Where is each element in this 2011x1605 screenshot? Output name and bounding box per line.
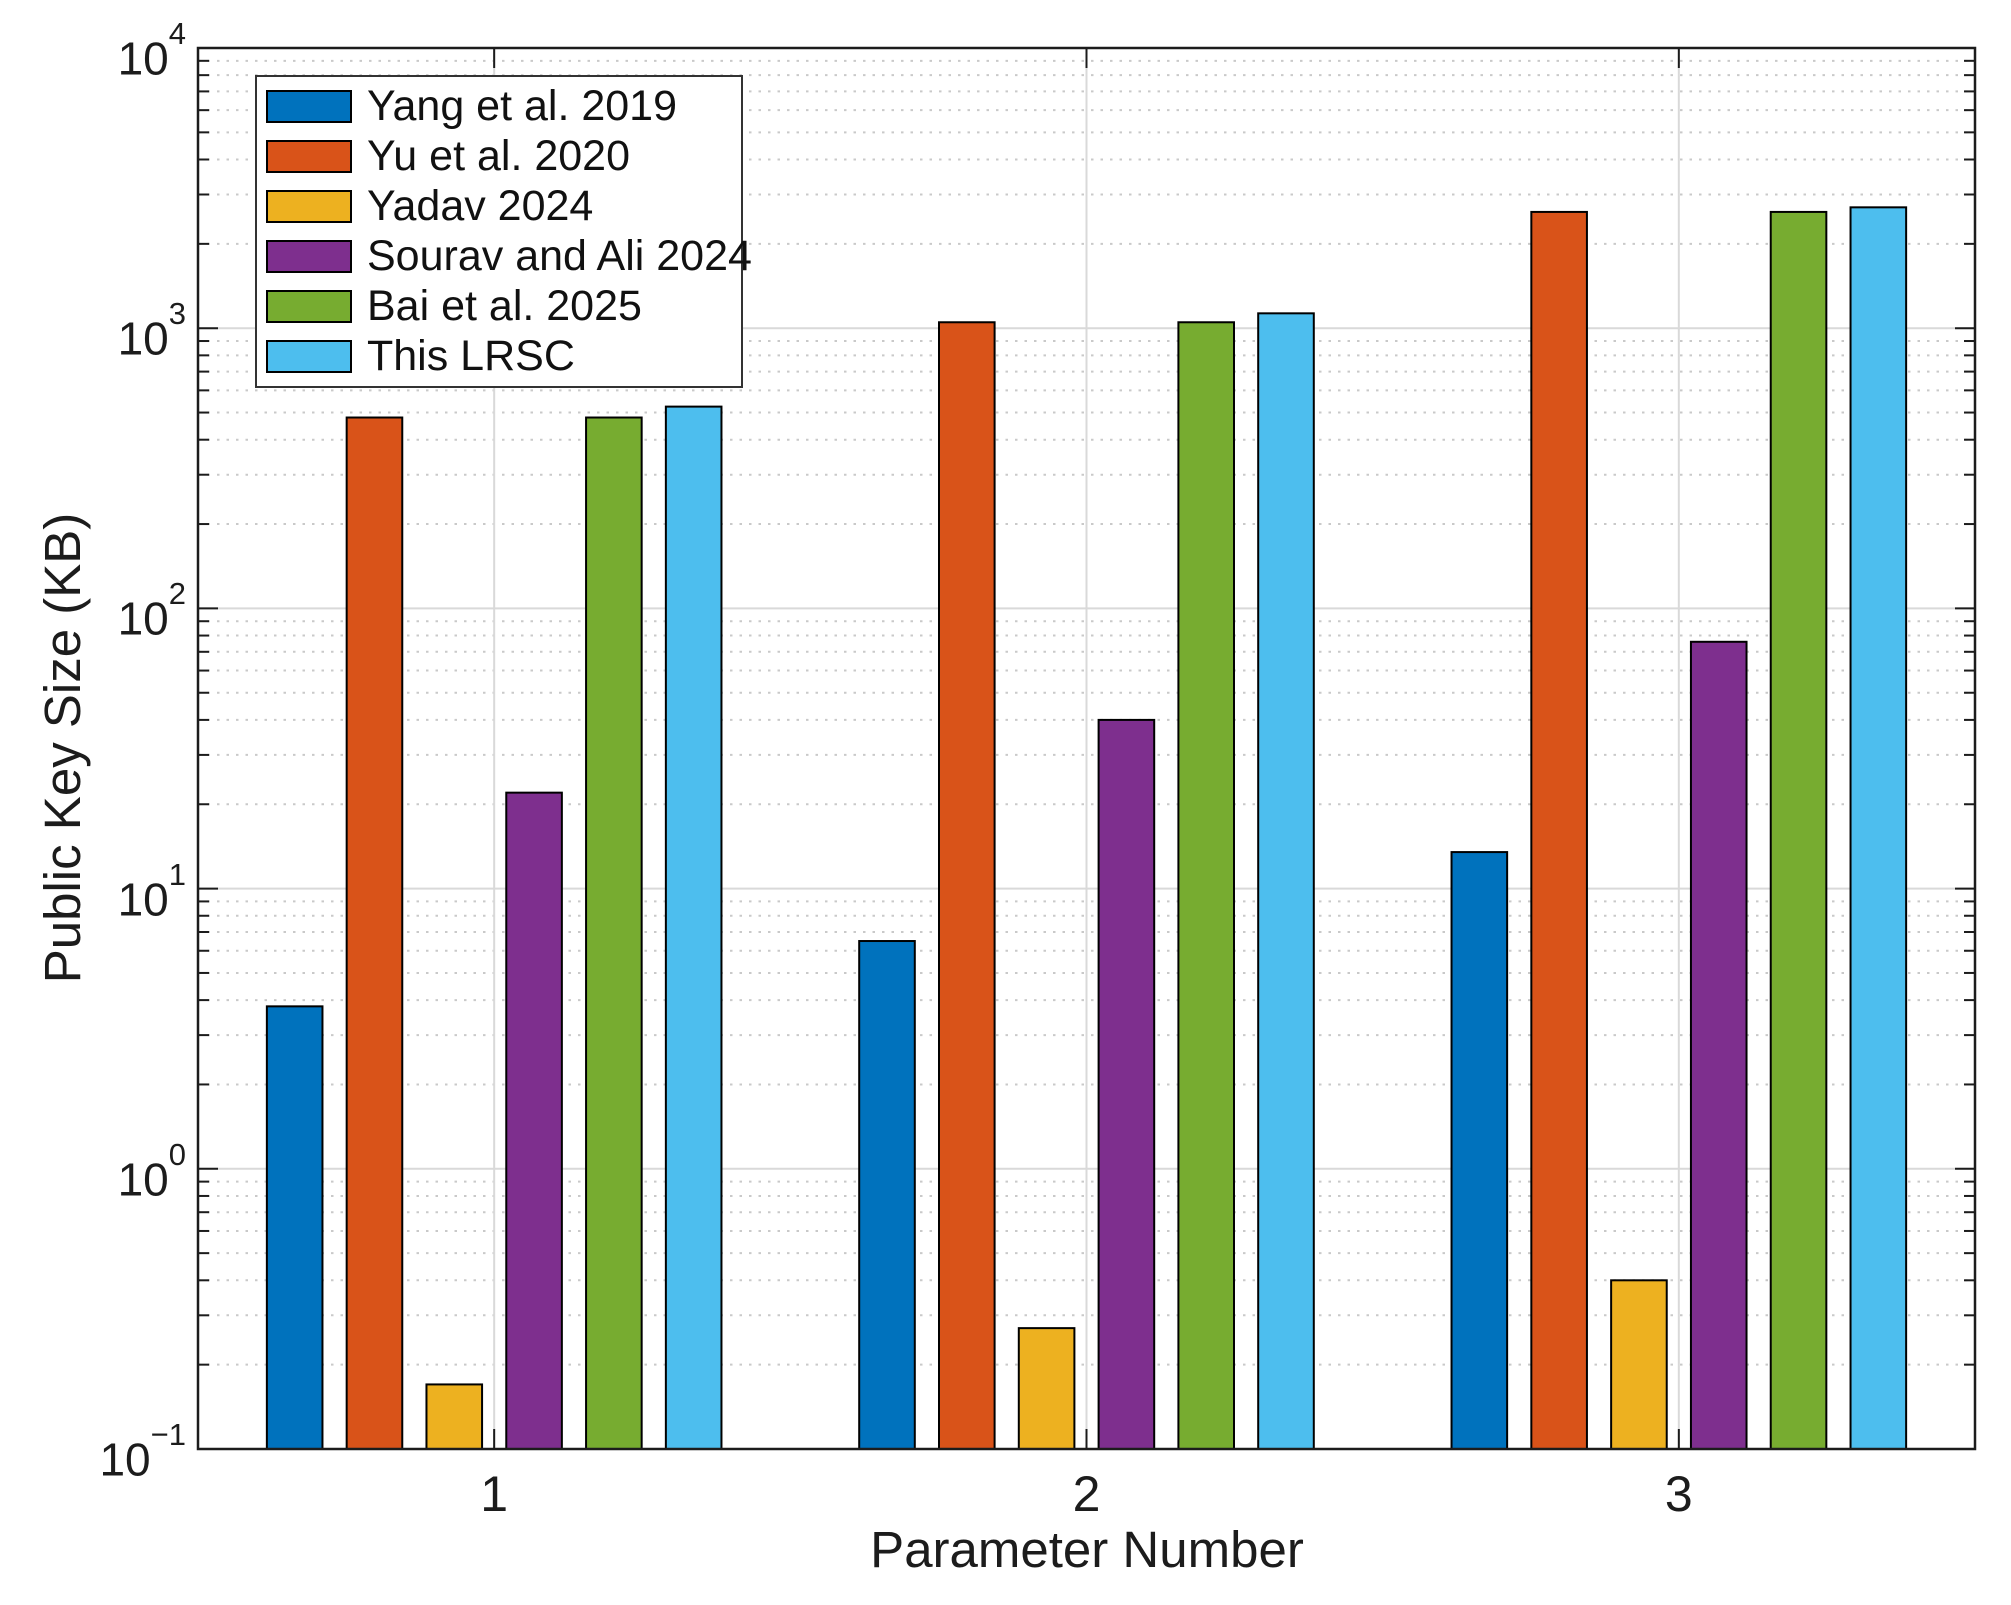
legend-label: Yang et al. 2019 (367, 82, 678, 130)
legend-label: Bai et al. 2025 (367, 282, 642, 330)
legend-label: Sourav and Ali 2024 (367, 232, 752, 280)
bar-yu-et-al-2020-param-3 (1530, 210, 1588, 1451)
bar-yu-et-al-2020-param-2 (938, 321, 996, 1450)
legend-entry: Yadav 2024 (257, 182, 741, 231)
legend-swatch-icon (266, 190, 352, 223)
bar-sourav-and-ali-2024-param-2 (1097, 718, 1156, 1450)
bar-this-lrsc-param-1 (664, 405, 723, 1451)
legend-entry: Yu et al. 2020 (257, 132, 741, 181)
legend: Yang et al. 2019 Yu et al. 2020 Yadav 2024… (255, 75, 752, 388)
legend-swatch-icon (266, 240, 352, 273)
legend-entry: Yang et al. 2019 (257, 82, 741, 131)
y-axis-label: Public Key Size (KB) (34, 512, 91, 984)
bar-yadav-2024-param-3 (1610, 1279, 1668, 1450)
bar-yang-et-al-2019-param-3 (1450, 851, 1509, 1450)
legend-entry: This LRSC (257, 332, 741, 381)
bar-sourav-and-ali-2024-param-1 (505, 791, 563, 1450)
x-axis-label: Parameter Number (870, 1521, 1304, 1578)
legend-swatch-icon (266, 90, 352, 123)
legend-entry: Sourav and Ali 2024 (257, 232, 752, 281)
legend-label: Yu et al. 2020 (367, 132, 630, 180)
bar-yadav-2024-param-2 (1017, 1327, 1076, 1450)
bar-sourav-and-ali-2024-param-3 (1689, 640, 1748, 1450)
bar-yang-et-al-2019-param-1 (265, 1005, 324, 1451)
bar-this-lrsc-param-3 (1849, 206, 1908, 1450)
bar-bai-et-al-2025-param-1 (585, 416, 643, 1450)
legend-entry: Bai et al. 2025 (257, 282, 741, 331)
legend-swatch-icon (266, 290, 352, 323)
legend-swatch-icon (266, 340, 352, 373)
legend-label: Yadav 2024 (367, 182, 594, 230)
bar-yang-et-al-2019-param-2 (858, 940, 916, 1450)
bar-bai-et-al-2025-param-2 (1177, 321, 1236, 1450)
bar-bai-et-al-2025-param-3 (1769, 210, 1828, 1451)
bar-yadav-2024-param-1 (425, 1383, 484, 1451)
legend-swatch-icon (266, 140, 352, 173)
bar-yu-et-al-2020-param-1 (345, 416, 404, 1450)
bar-this-lrsc-param-2 (1257, 312, 1315, 1451)
legend-label: This LRSC (367, 332, 575, 380)
